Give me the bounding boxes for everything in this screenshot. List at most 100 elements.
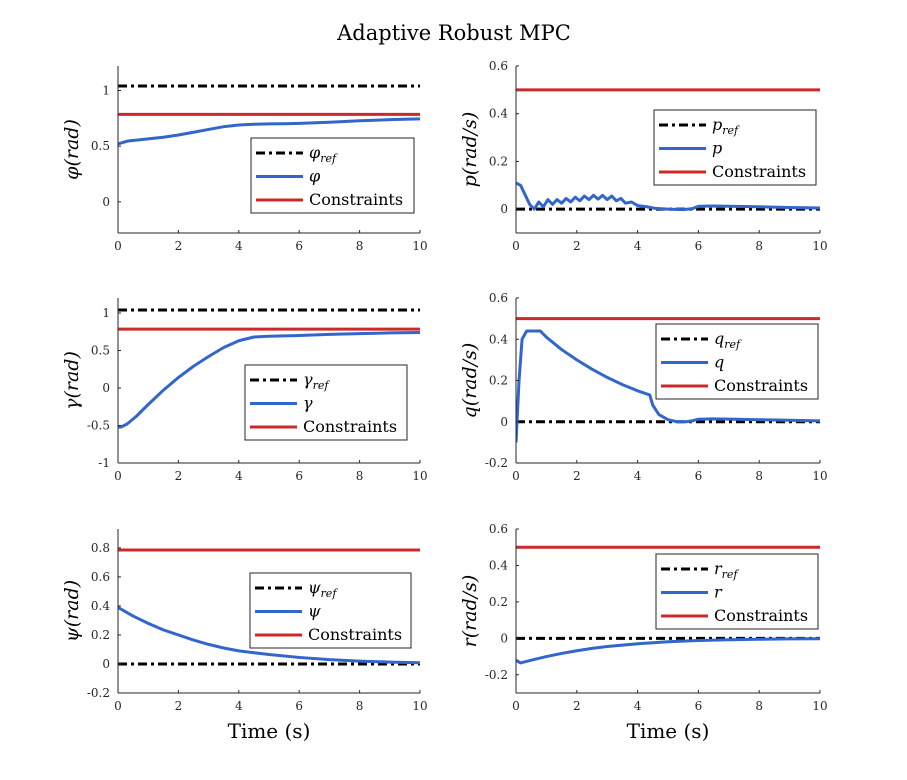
- x-axis-label: Time (s): [627, 719, 710, 743]
- y-tick-label: 0.2: [91, 628, 110, 642]
- y-tick-label: 0.6: [489, 522, 508, 536]
- y-tick-label: 0.5: [91, 139, 110, 153]
- y-tick-label: -0.2: [485, 668, 508, 682]
- x-tick-label: 4: [634, 699, 642, 713]
- x-tick-label: 0: [512, 699, 520, 713]
- x-tick-label: 6: [695, 469, 703, 483]
- x-tick-label: 10: [812, 469, 827, 483]
- series-state: [516, 181, 820, 212]
- y-tick-label: 0.6: [489, 291, 508, 305]
- x-tick-label: 10: [812, 239, 827, 253]
- y-tick-label: 0.6: [91, 570, 110, 584]
- legend-label-reference: rref: [714, 559, 739, 581]
- y-tick-label: 0: [500, 202, 508, 216]
- y-axis-label: p(rad/s): [459, 112, 481, 188]
- legend-label-reference: ψref: [308, 578, 338, 600]
- y-tick-label: 0: [500, 631, 508, 645]
- y-axis-label: r(rad/s): [459, 575, 481, 648]
- y-tick-label: 0: [500, 415, 508, 429]
- x-tick-label: 8: [356, 239, 364, 253]
- legend-label-constraint: Constraints: [303, 417, 397, 436]
- x-tick-label: 2: [573, 239, 581, 253]
- y-axis-unit: (rad/s): [459, 343, 481, 407]
- y-tick-label: 0: [102, 195, 110, 209]
- y-tick-label: 0.4: [91, 599, 110, 613]
- y-axis-label: γ(rad): [61, 351, 83, 410]
- series-state: [118, 117, 420, 146]
- x-tick-label: 6: [295, 469, 303, 483]
- x-tick-label: 10: [412, 469, 427, 483]
- x-tick-label: 0: [114, 469, 122, 483]
- chart-r: 0 2 4 6 8 10-0.200.20.40.6r(rad/s)Time (s)rre…: [459, 522, 828, 743]
- x-tick-label: 4: [634, 469, 642, 483]
- y-axis-symbol: γ: [61, 398, 83, 410]
- y-tick-label: 1: [102, 306, 110, 320]
- legend-label-reference: γref: [303, 370, 330, 392]
- y-tick-label: 0.2: [489, 595, 508, 609]
- x-tick-label: 2: [573, 469, 581, 483]
- legend-label-constraint: Constraints: [309, 190, 403, 209]
- series-state: [516, 329, 820, 443]
- x-tick-label: 8: [755, 469, 763, 483]
- x-tick-label: 2: [175, 239, 183, 253]
- legend: φref φ Constraints: [250, 137, 415, 214]
- legend-label-state: ψ: [308, 602, 321, 621]
- legend-label-constraint: Constraints: [308, 625, 402, 644]
- y-axis-unit: (rad/s): [459, 575, 481, 639]
- y-tick-label: -1: [98, 456, 110, 470]
- series-state: [118, 331, 420, 429]
- x-tick-label: 4: [235, 239, 243, 253]
- legend-label-reference: pref: [712, 115, 740, 137]
- x-tick-label: 6: [695, 699, 703, 713]
- y-axis-symbol: φ: [61, 166, 83, 180]
- y-tick-label: 0.6: [489, 59, 508, 73]
- x-tick-label: 4: [634, 239, 642, 253]
- x-tick-label: 8: [356, 699, 364, 713]
- y-axis-label: ψ(rad): [61, 580, 83, 642]
- chart-p: 0 2 4 6 8 10 0 0.2 0.4 0.6 p(rad/s) pref p Constraint…: [459, 59, 828, 253]
- legend-label-constraint: Constraints: [714, 606, 808, 625]
- series-group: [118, 84, 420, 146]
- series-state: [516, 637, 820, 665]
- y-tick-label: 0.2: [489, 374, 508, 388]
- y-tick-label: 0: [102, 381, 110, 395]
- x-tick-label: 10: [812, 699, 827, 713]
- legend-label-state: p: [712, 139, 722, 158]
- y-axis-unit: (rad): [61, 580, 83, 627]
- legend: rref r Constraints: [655, 553, 819, 630]
- x-tick-label: 2: [175, 469, 183, 483]
- y-axis-symbol: r: [459, 636, 481, 647]
- y-tick-label: -0.2: [485, 456, 508, 470]
- x-axis-label: Time (s): [228, 719, 311, 743]
- y-tick-label: 1: [102, 83, 110, 97]
- y-tick-label: 0: [102, 657, 110, 671]
- y-tick-label: 0.8: [91, 541, 110, 555]
- legend: ψref ψ Constraints: [249, 572, 412, 649]
- series-group: [516, 545, 820, 665]
- x-tick-label: 6: [295, 239, 303, 253]
- legend-label-reference: φref: [309, 143, 338, 165]
- legend: γref γ Constraints: [244, 364, 408, 441]
- legend-label-reference: qref: [714, 329, 742, 351]
- x-tick-label: 0: [114, 239, 122, 253]
- y-tick-label: 0.2: [489, 154, 508, 168]
- series-group: [118, 308, 420, 429]
- x-tick-label: 2: [573, 699, 581, 713]
- legend-label-state: γ: [303, 394, 313, 413]
- y-axis-label: q(rad/s): [459, 343, 481, 419]
- x-tick-label: 10: [412, 699, 427, 713]
- series-group: [516, 317, 820, 443]
- legend-label-constraint: Constraints: [712, 162, 806, 181]
- x-tick-label: 0: [512, 239, 520, 253]
- x-tick-label: 6: [695, 239, 703, 253]
- x-tick-label: 8: [356, 469, 364, 483]
- x-tick-label: 8: [755, 239, 763, 253]
- y-axis-label: φ(rad): [61, 119, 83, 180]
- x-tick-label: 10: [412, 239, 427, 253]
- y-tick-label: 0.4: [489, 107, 508, 121]
- x-tick-label: 6: [295, 699, 303, 713]
- legend-label-state: q: [714, 353, 724, 372]
